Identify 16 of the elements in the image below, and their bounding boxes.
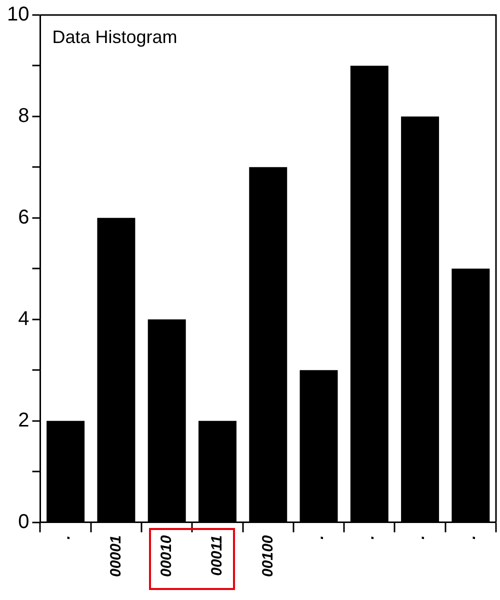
x-tick-label: . (411, 535, 428, 540)
x-tick-label: 00011 (208, 535, 226, 576)
y-tick-label: 0 (18, 510, 30, 533)
y-tick-label: 4 (18, 308, 30, 330)
y-tick-label: 2 (18, 409, 30, 432)
x-tick-label: . (310, 535, 327, 540)
x-tick-label: . (360, 535, 378, 540)
x-tick-label: . (462, 535, 479, 540)
y-tick-label: 8 (18, 104, 30, 127)
y-tick-label: 6 (18, 206, 30, 228)
y-tick-label: 10 (6, 4, 30, 26)
x-tick-label: 00100 (259, 534, 276, 578)
x-tick-label: 00010 (158, 534, 175, 578)
x-tick-label: 00001 (107, 535, 124, 578)
text: Data Histogram (52, 26, 178, 47)
x-tick-label: . (56, 535, 74, 540)
